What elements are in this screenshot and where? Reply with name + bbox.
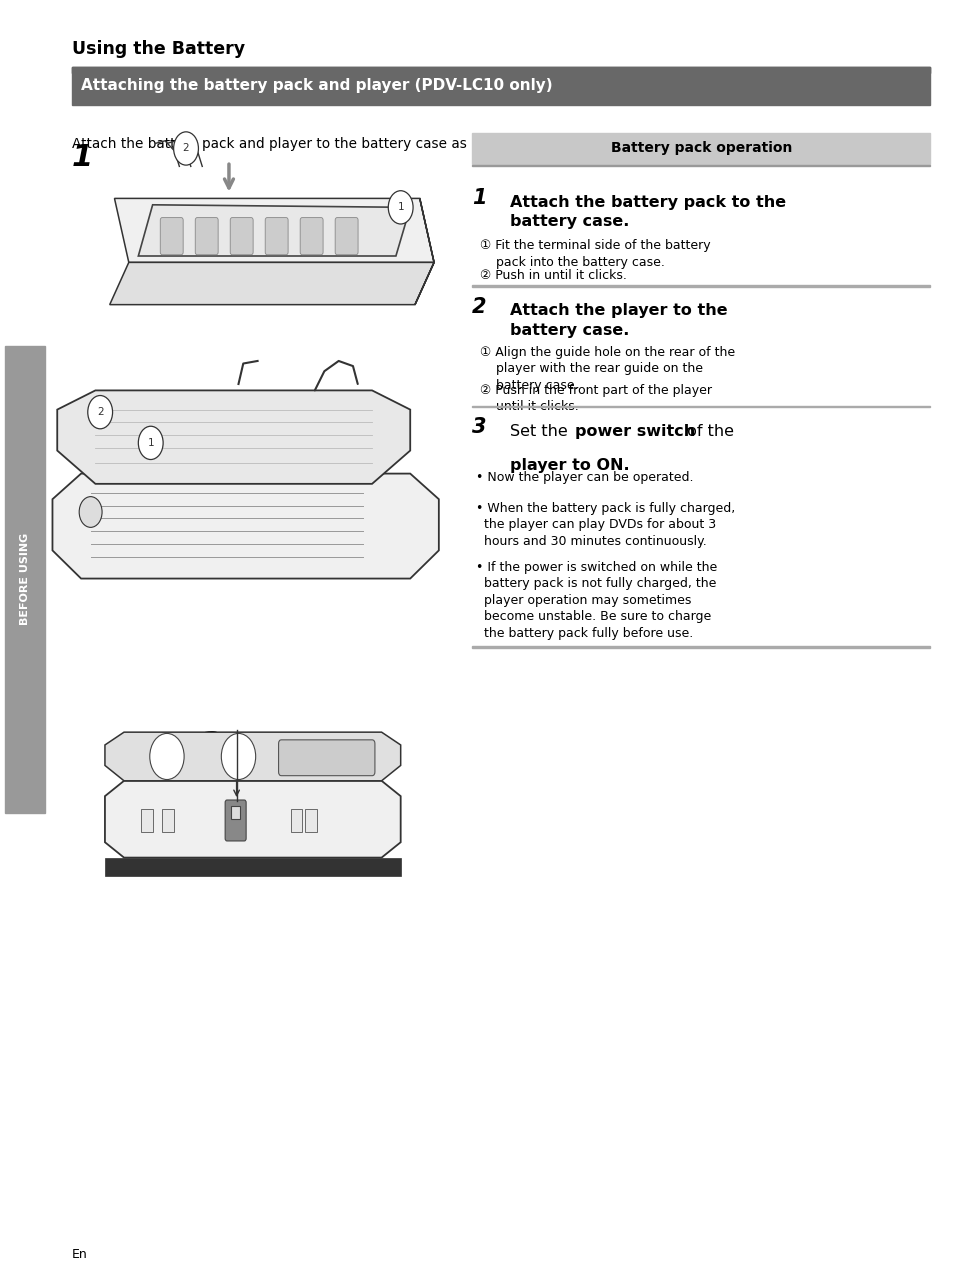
Bar xyxy=(472,133,929,164)
Text: ② Push in the front part of the player
    until it clicks.: ② Push in the front part of the player u… xyxy=(479,384,711,413)
Text: 1: 1 xyxy=(397,202,403,212)
FancyBboxPatch shape xyxy=(195,218,218,255)
FancyBboxPatch shape xyxy=(230,218,253,255)
Text: Set the: Set the xyxy=(510,424,573,439)
Text: BEFORE USING: BEFORE USING xyxy=(20,532,30,626)
Circle shape xyxy=(88,396,112,429)
Polygon shape xyxy=(105,732,400,781)
Circle shape xyxy=(138,426,163,460)
Text: 1: 1 xyxy=(71,143,92,173)
Text: Battery pack operation: Battery pack operation xyxy=(610,142,791,155)
Text: Attach the battery pack and player to the battery case as described below.: Attach the battery pack and player to th… xyxy=(71,137,585,151)
Text: 1: 1 xyxy=(148,438,153,448)
Text: 3: 3 xyxy=(200,730,221,759)
FancyBboxPatch shape xyxy=(225,800,246,841)
Text: 2: 2 xyxy=(183,143,189,154)
Text: ② Push in until it clicks.: ② Push in until it clicks. xyxy=(479,269,626,282)
Text: 1: 1 xyxy=(472,188,486,209)
FancyBboxPatch shape xyxy=(335,218,357,255)
FancyBboxPatch shape xyxy=(160,218,183,255)
Bar xyxy=(291,809,302,832)
Bar xyxy=(71,67,929,73)
Bar xyxy=(231,806,240,819)
Circle shape xyxy=(221,733,255,780)
Text: ① Fit the terminal side of the battery
    pack into the battery case.: ① Fit the terminal side of the battery p… xyxy=(479,239,710,269)
Polygon shape xyxy=(110,262,434,305)
Polygon shape xyxy=(105,781,400,858)
Polygon shape xyxy=(57,390,410,484)
Polygon shape xyxy=(114,198,434,262)
Bar xyxy=(5,346,45,813)
Text: Using the Battery: Using the Battery xyxy=(71,40,244,58)
Bar xyxy=(71,67,929,105)
Circle shape xyxy=(150,733,184,780)
Text: of the: of the xyxy=(681,424,734,439)
Text: player to ON.: player to ON. xyxy=(510,458,629,474)
Text: 2: 2 xyxy=(472,297,486,317)
Text: Attach the player to the
battery case.: Attach the player to the battery case. xyxy=(510,303,727,338)
Polygon shape xyxy=(415,198,434,305)
Text: 3: 3 xyxy=(472,417,486,438)
Text: Attaching the battery pack and player (PDV-LC10 only): Attaching the battery pack and player (P… xyxy=(81,78,552,93)
Bar xyxy=(141,809,152,832)
FancyBboxPatch shape xyxy=(265,218,288,255)
Circle shape xyxy=(173,132,198,165)
Text: Attach the battery pack to the
battery case.: Attach the battery pack to the battery c… xyxy=(510,195,785,229)
Polygon shape xyxy=(138,205,410,256)
Text: 2: 2 xyxy=(97,407,103,417)
Text: • Now the player can be operated.: • Now the player can be operated. xyxy=(476,471,693,484)
Bar xyxy=(105,858,400,876)
Bar xyxy=(472,165,929,166)
Circle shape xyxy=(79,497,102,527)
Text: • If the power is switched on while the
  battery pack is not fully charged, the: • If the power is switched on while the … xyxy=(476,561,717,640)
Text: 2: 2 xyxy=(71,435,92,465)
Bar xyxy=(162,809,173,832)
FancyBboxPatch shape xyxy=(278,740,375,776)
FancyBboxPatch shape xyxy=(300,218,323,255)
Text: ① Align the guide hole on the rear of the
    player with the rear guide on the
: ① Align the guide hole on the rear of th… xyxy=(479,346,734,392)
Polygon shape xyxy=(52,474,438,579)
Text: En: En xyxy=(71,1248,88,1261)
Bar xyxy=(472,406,929,407)
Circle shape xyxy=(388,191,413,224)
Text: power switch: power switch xyxy=(575,424,695,439)
Text: • When the battery pack is fully charged,
  the player can play DVDs for about 3: • When the battery pack is fully charged… xyxy=(476,502,735,548)
Bar xyxy=(472,285,929,287)
Bar xyxy=(305,809,316,832)
